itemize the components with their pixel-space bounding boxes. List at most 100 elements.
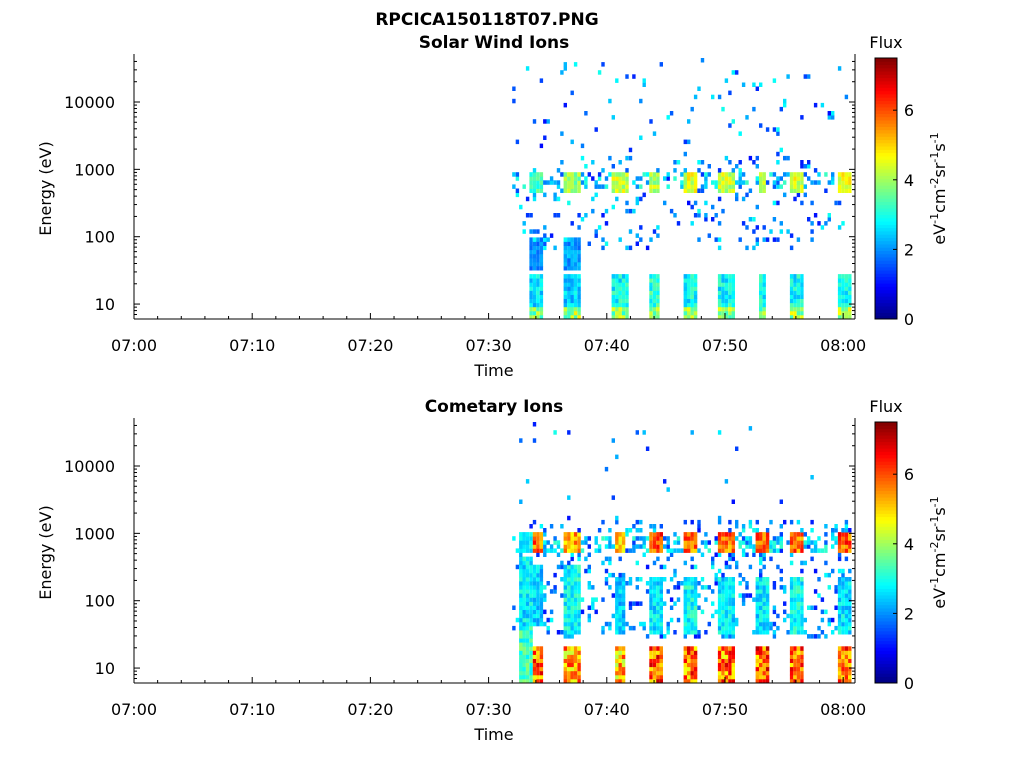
heatmap-cell [536, 298, 540, 304]
heatmap-cell [570, 310, 574, 316]
heatmap-cell [755, 613, 759, 619]
heatmap-cell [628, 601, 633, 606]
heatmap-cell [820, 609, 825, 615]
heatmap-cell [848, 601, 852, 606]
heatmap-cell [659, 62, 663, 67]
heatmap-cell [745, 585, 749, 590]
heatmap-cell [563, 278, 567, 283]
heatmap-cell [649, 678, 653, 684]
heatmap-cell [841, 658, 845, 663]
heatmap-cell [539, 314, 544, 320]
heatmap-cell [570, 188, 574, 193]
heatmap-cell [567, 245, 571, 251]
heatmap-cell [532, 536, 537, 541]
heatmap-cell [560, 188, 564, 193]
heatmap-cell [529, 294, 533, 299]
heatmap-cell [717, 646, 722, 651]
heatmap-cell [765, 577, 770, 582]
heatmap-cell [649, 597, 653, 602]
heatmap-cell [539, 666, 544, 672]
heatmap-cell [796, 188, 801, 193]
heatmap-cell [573, 184, 578, 189]
heatmap-cell [519, 605, 523, 610]
heatmap-cell [693, 544, 698, 549]
heatmap-cell [759, 310, 763, 316]
heatmap-cell [789, 282, 794, 287]
heatmap-cell [807, 74, 811, 79]
heatmap-cell [536, 310, 540, 316]
heatmap-cell [611, 298, 615, 304]
heatmap-cell [577, 654, 581, 659]
heatmap-cell [731, 180, 735, 185]
panel-title: Solar Wind Ions [419, 33, 570, 53]
heatmap-cell [759, 658, 763, 663]
heatmap-cell [683, 678, 687, 684]
heatmap-cell [621, 650, 626, 655]
heatmap-cell [522, 662, 526, 668]
heatmap-cell [625, 286, 629, 291]
heatmap-cell [755, 519, 759, 525]
heatmap-cell [656, 168, 660, 173]
heatmap-cell [800, 115, 804, 120]
heatmap-cell [563, 257, 567, 263]
heatmap-cell [532, 290, 537, 295]
heatmap-cell [683, 589, 687, 594]
heatmap-cell [656, 556, 660, 562]
heatmap-cell [519, 650, 523, 655]
heatmap-cell [783, 617, 787, 623]
heatmap-cell [642, 430, 646, 435]
heatmap-cell [618, 658, 622, 663]
colorbar-step [875, 555, 897, 560]
heatmap-cell [693, 282, 698, 287]
heatmap-cell [759, 597, 763, 602]
heatmap-cell [608, 572, 612, 578]
heatmap-cell [807, 544, 811, 549]
heatmap-cells [512, 422, 852, 684]
heatmap-cell [573, 568, 578, 574]
heatmap-cell [615, 176, 619, 181]
heatmap-cell [810, 540, 814, 545]
heatmap-cell [573, 282, 578, 287]
heatmap-cell [728, 302, 732, 308]
heatmap-cell [848, 290, 852, 295]
heatmap-cell [525, 572, 530, 578]
heatmap-cell [625, 176, 629, 181]
heatmap-cell [659, 524, 663, 529]
heatmap-cell [848, 589, 852, 594]
heatmap-cell [752, 552, 756, 557]
colorbar-step [875, 155, 897, 160]
heatmap-cell [539, 184, 544, 189]
colorbar-step [875, 572, 897, 576]
heatmap-cell [666, 172, 670, 177]
heatmap-cell [673, 568, 677, 574]
heatmap-cell [803, 540, 807, 545]
heatmap-cell [532, 654, 537, 659]
heatmap-cell [577, 544, 581, 549]
heatmap-cell [721, 548, 725, 553]
heatmap-cell [570, 678, 574, 684]
heatmap-cell [529, 589, 533, 594]
heatmap-cell [721, 621, 725, 627]
heatmap-cell [512, 172, 516, 177]
heatmap-cell [817, 577, 821, 582]
heatmap-cell [611, 495, 615, 500]
heatmap-cell [848, 528, 852, 533]
heatmap-cell [615, 172, 619, 177]
heatmap-cell [755, 630, 759, 635]
heatmap-cell [611, 115, 615, 120]
heatmap-cell [724, 282, 729, 287]
heatmap-cell [669, 597, 674, 602]
heatmap-cell [570, 237, 574, 242]
heatmap-cell [769, 544, 773, 549]
heatmap-cell [728, 581, 732, 586]
heatmap-cell [793, 536, 797, 541]
heatmap-cell [837, 650, 842, 655]
heatmap-cell [772, 536, 777, 541]
heatmap-cell [649, 589, 653, 594]
heatmap-cell [529, 613, 533, 619]
heatmap-cell [567, 306, 571, 312]
heatmap-cell [789, 581, 794, 586]
colorbar-tick-label: 6 [904, 465, 914, 484]
heatmap-cell [536, 257, 540, 263]
heatmap-cell [601, 597, 605, 602]
